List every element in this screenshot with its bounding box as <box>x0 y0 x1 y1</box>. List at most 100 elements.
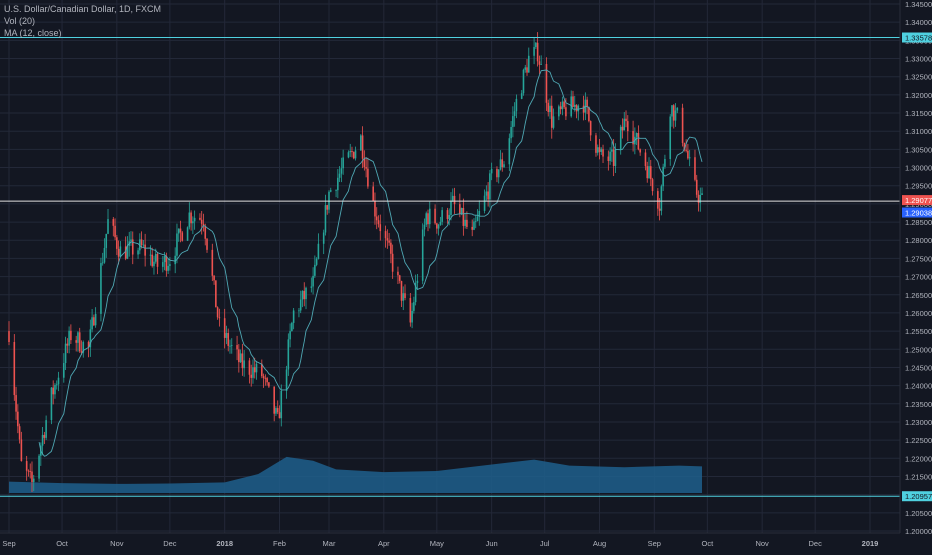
candle <box>151 247 154 268</box>
candle <box>193 210 196 230</box>
y-tick-label: 1.25500 <box>905 327 932 336</box>
candle <box>676 107 679 114</box>
candle <box>280 384 283 427</box>
candle <box>116 234 118 256</box>
candle <box>351 146 353 158</box>
x-tick-label: 2019 <box>862 539 879 548</box>
candle <box>411 302 413 329</box>
y-tick-label: 1.31000 <box>905 127 932 136</box>
level-label-bg <box>902 491 932 502</box>
candle <box>32 474 35 492</box>
y-tick-label: 1.32500 <box>905 73 932 82</box>
candle <box>446 207 449 224</box>
candle <box>101 252 104 266</box>
price-axis[interactable] <box>900 0 932 550</box>
candle <box>25 455 28 481</box>
candle <box>225 325 228 345</box>
candle <box>391 244 394 279</box>
indicator-volume[interactable]: Vol (20) <box>4 16 36 26</box>
candle <box>112 217 115 237</box>
candle <box>20 431 23 462</box>
candle <box>402 286 405 311</box>
y-tick-label: 1.22000 <box>905 454 932 463</box>
candle <box>473 218 475 231</box>
candle <box>390 239 392 264</box>
candle <box>384 225 387 248</box>
candle <box>683 142 686 152</box>
candle <box>648 157 650 179</box>
candle <box>52 380 54 405</box>
candle <box>218 308 221 327</box>
candle <box>8 321 10 346</box>
candle <box>314 255 316 278</box>
candle <box>15 386 17 420</box>
candle <box>501 152 504 172</box>
candle <box>526 59 528 76</box>
candle <box>89 319 92 357</box>
candle <box>450 192 452 221</box>
candle <box>250 364 253 387</box>
candle <box>377 215 380 228</box>
y-tick-label: 1.32000 <box>905 91 932 100</box>
candle <box>243 350 245 377</box>
price-label-bg <box>902 195 932 206</box>
candle <box>503 161 505 168</box>
candle <box>559 101 562 115</box>
candle <box>367 157 369 189</box>
y-tick-label: 1.30500 <box>905 145 932 154</box>
candle <box>512 106 514 138</box>
candle <box>471 219 474 237</box>
candle <box>292 308 295 330</box>
candle <box>338 166 341 183</box>
candle <box>264 374 267 386</box>
level-label: 1.20957 <box>905 492 932 501</box>
candle <box>448 208 451 226</box>
candle <box>156 252 159 275</box>
candle <box>153 255 155 275</box>
candle <box>437 223 440 236</box>
candle <box>186 226 189 241</box>
candle <box>404 284 406 301</box>
candle <box>199 213 201 221</box>
ma-line <box>38 69 703 457</box>
candle <box>372 181 375 202</box>
candle <box>139 233 141 255</box>
candle <box>126 236 129 260</box>
candle <box>13 334 16 401</box>
x-tick-label: Jul <box>540 539 550 548</box>
candle <box>478 200 481 226</box>
y-tick-label: 1.26500 <box>905 291 932 300</box>
candle <box>340 157 343 183</box>
candle <box>398 274 401 284</box>
time-axis[interactable] <box>0 533 932 550</box>
candle <box>192 216 194 235</box>
y-tick-label: 1.26000 <box>905 309 932 318</box>
candle <box>547 99 550 117</box>
candle <box>681 103 684 147</box>
candle <box>248 357 251 384</box>
candle <box>515 94 518 119</box>
candle <box>301 290 304 308</box>
candle <box>427 209 429 232</box>
x-tick-label: Jun <box>486 539 498 548</box>
candle <box>80 340 83 356</box>
candle <box>658 198 661 221</box>
candle <box>130 231 132 246</box>
candles <box>8 32 703 492</box>
candle <box>276 400 279 415</box>
level-label-bg <box>902 32 932 43</box>
candle <box>623 112 626 131</box>
candle <box>588 106 590 123</box>
candle <box>266 376 268 386</box>
candle <box>545 57 548 111</box>
candle <box>552 108 555 130</box>
candle <box>538 55 541 74</box>
price-label: 1.29038 <box>905 209 932 218</box>
candle <box>425 211 428 228</box>
indicator-ma[interactable]: MA (12, close) <box>4 28 62 38</box>
candle <box>317 233 320 260</box>
candle <box>255 360 258 380</box>
candle <box>289 323 291 348</box>
